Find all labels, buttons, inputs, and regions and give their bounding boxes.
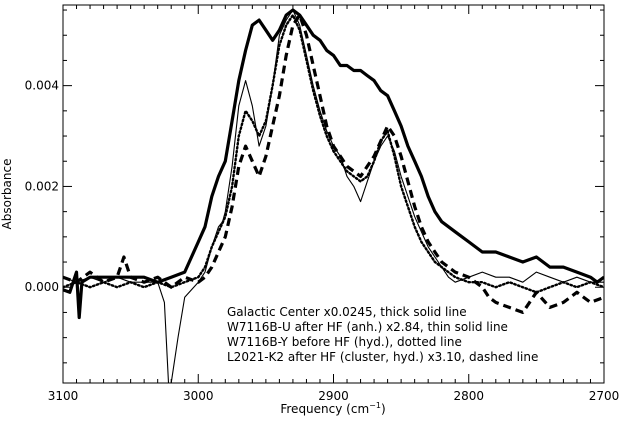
x-axis-label-unit-exponent: −1	[369, 401, 381, 410]
series-l2021-k2	[63, 13, 604, 314]
x-tick-label: 2700	[589, 389, 620, 403]
legend-entry: W7116B-U after HF (anh.) x2.84, thin sol…	[227, 320, 508, 334]
legend-entry: W7116B-Y before HF (hyd.), dotted line	[227, 335, 462, 349]
legend-entry: Galactic Center x0.0245, thick solid lin…	[227, 305, 467, 319]
x-tick-label: 2900	[318, 389, 349, 403]
x-axis-label-close: )	[381, 402, 386, 416]
series-lines	[63, 8, 604, 383]
x-tick-label: 3000	[183, 389, 214, 403]
x-axis-label-text: Frequency (cm	[280, 402, 369, 416]
legend-entry: L2021-K2 after HF (cluster, hyd.) x3.10,…	[227, 350, 538, 364]
axis-ticks: 3100 3000 2900 2800 2700 0.000 0.002 0.004	[25, 5, 620, 403]
y-axis-label: Absorbance	[0, 159, 14, 230]
y-tick-label: 0.002	[25, 179, 59, 193]
legend: Galactic Center x0.0245, thick solid lin…	[227, 305, 538, 364]
y-tick-label: 0.000	[25, 280, 59, 294]
x-tick-label: 2800	[453, 389, 484, 403]
series-galactic-center	[63, 8, 604, 320]
x-tick-label: 3100	[48, 389, 79, 403]
y-tick-label: 0.004	[25, 79, 59, 93]
x-axis-label: Frequency (cm−1)	[280, 401, 385, 416]
